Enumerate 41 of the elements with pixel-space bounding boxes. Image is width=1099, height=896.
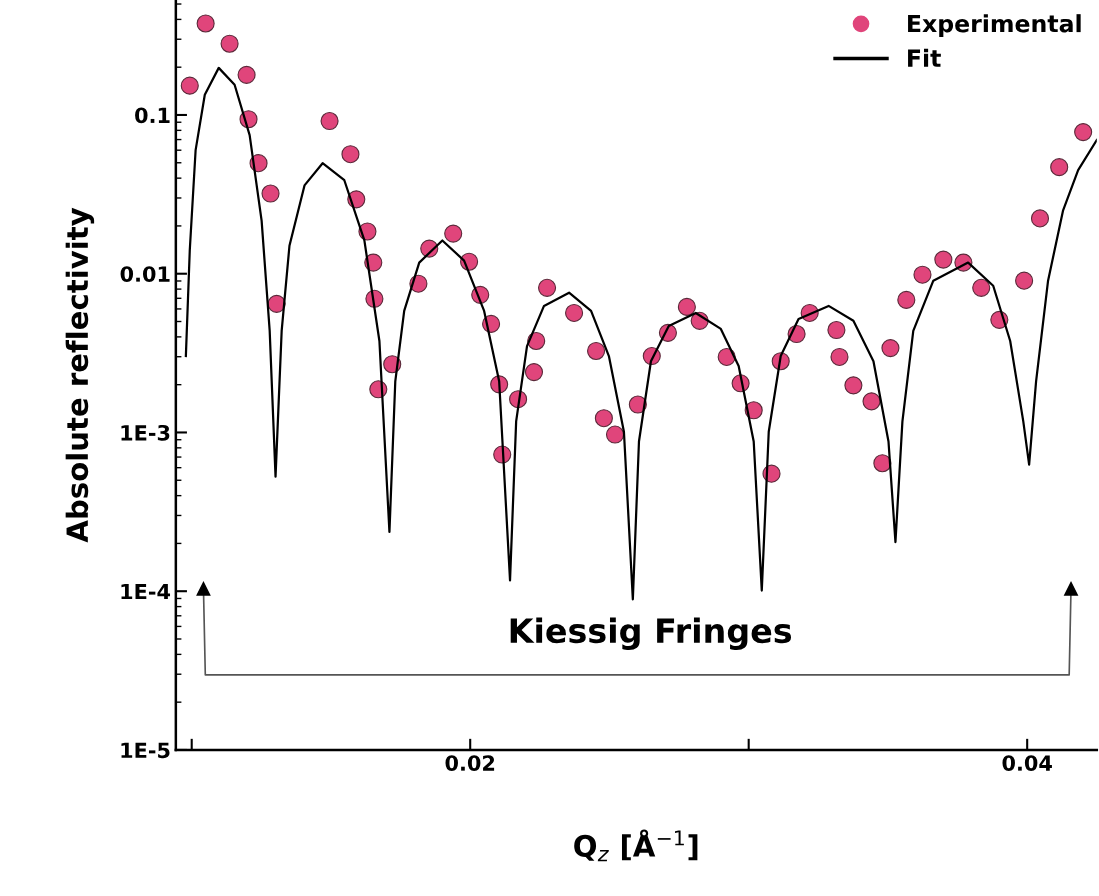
point — [1074, 123, 1093, 142]
legend-label: Experimental — [908, 14, 1081, 38]
point — [1030, 209, 1050, 228]
point — [196, 14, 215, 33]
point — [538, 278, 557, 297]
y-tick-label: 0.1 — [135, 107, 170, 124]
y-tick-label: 1E-5 — [121, 742, 170, 759]
point — [220, 34, 239, 53]
point — [320, 111, 339, 131]
point — [594, 409, 613, 428]
x-tick-label: 0.02 — [445, 755, 495, 771]
y-tick-label: 1E-4 — [121, 583, 171, 600]
annotation: Kiessig Fringes — [510, 617, 792, 650]
x-axis-title: Q$_{z}$ [Å$^{−1}$] — [574, 829, 698, 862]
point — [897, 290, 916, 309]
y-tick-label: 0.01 — [120, 266, 170, 282]
point — [844, 376, 863, 395]
point — [261, 184, 280, 203]
point — [862, 392, 881, 411]
point — [972, 278, 991, 297]
point — [605, 425, 625, 444]
point — [341, 145, 360, 164]
point — [237, 65, 256, 84]
x-tick-label: 0.04 — [1002, 755, 1052, 771]
point — [934, 250, 953, 269]
y-tick-label: 1E-3 — [121, 424, 170, 441]
point — [587, 341, 606, 361]
point — [873, 454, 892, 473]
point — [444, 224, 463, 243]
point — [524, 363, 544, 382]
point — [830, 347, 849, 367]
point — [827, 320, 846, 340]
point — [565, 303, 584, 323]
y-axis-title: Absolute reflectivity — [65, 207, 95, 543]
point — [180, 76, 199, 95]
point — [913, 265, 932, 284]
point — [881, 339, 900, 358]
point — [677, 297, 696, 316]
legend-label: Fit — [908, 48, 941, 67]
point — [1050, 158, 1069, 177]
point — [1015, 271, 1034, 290]
